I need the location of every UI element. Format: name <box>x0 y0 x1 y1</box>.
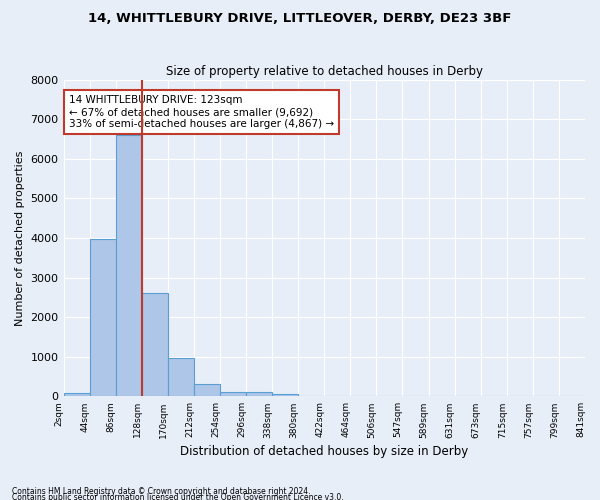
Bar <box>220 392 246 396</box>
Bar <box>89 239 116 396</box>
Bar <box>246 392 272 396</box>
Text: 14, WHITTLEBURY DRIVE, LITTLEOVER, DERBY, DE23 3BF: 14, WHITTLEBURY DRIVE, LITTLEOVER, DERBY… <box>88 12 512 26</box>
Bar <box>194 384 220 396</box>
Text: 14 WHITTLEBURY DRIVE: 123sqm
← 67% of detached houses are smaller (9,692)
33% of: 14 WHITTLEBURY DRIVE: 123sqm ← 67% of de… <box>69 96 334 128</box>
Bar <box>272 394 298 396</box>
Title: Size of property relative to detached houses in Derby: Size of property relative to detached ho… <box>166 66 483 78</box>
Bar <box>142 294 168 397</box>
Bar <box>168 358 194 397</box>
Text: Contains public sector information licensed under the Open Government Licence v3: Contains public sector information licen… <box>12 492 344 500</box>
Y-axis label: Number of detached properties: Number of detached properties <box>15 150 25 326</box>
Text: Contains HM Land Registry data © Crown copyright and database right 2024.: Contains HM Land Registry data © Crown c… <box>12 486 311 496</box>
Bar <box>64 394 89 396</box>
Bar <box>116 135 142 396</box>
X-axis label: Distribution of detached houses by size in Derby: Distribution of detached houses by size … <box>180 444 469 458</box>
